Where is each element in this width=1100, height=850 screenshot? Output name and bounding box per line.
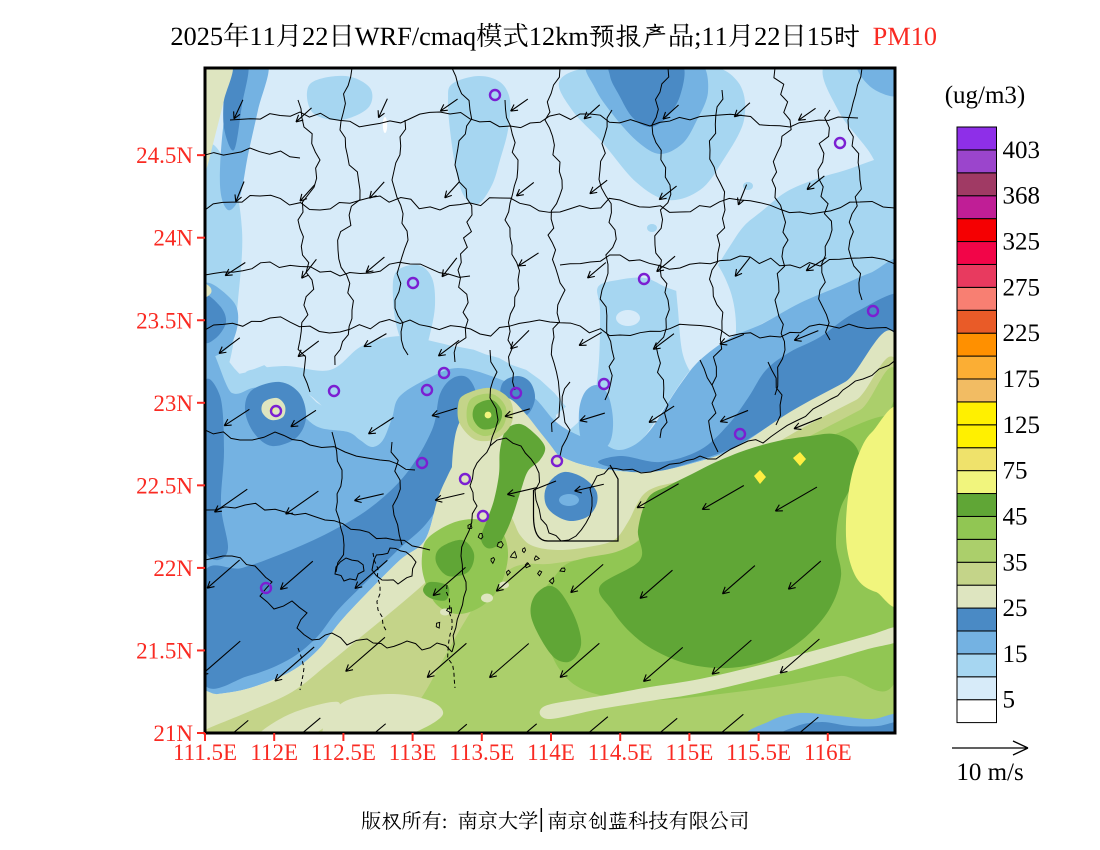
svg-text:115E: 115E — [666, 740, 714, 765]
svg-text:275: 275 — [1003, 274, 1041, 301]
svg-text:(ug/m3): (ug/m3) — [945, 82, 1026, 109]
svg-text:75: 75 — [1003, 458, 1028, 485]
svg-text:24N: 24N — [153, 226, 193, 251]
svg-text:116E: 116E — [804, 740, 852, 765]
svg-text:111.5E: 111.5E — [173, 740, 237, 765]
svg-text:113.5E: 113.5E — [449, 740, 514, 765]
svg-text:115.5E: 115.5E — [726, 740, 791, 765]
svg-text:325: 325 — [1003, 229, 1041, 256]
svg-text:114.5E: 114.5E — [588, 740, 653, 765]
svg-text:23N: 23N — [153, 391, 193, 416]
svg-text:368: 368 — [1003, 183, 1041, 210]
svg-text:23.5N: 23.5N — [136, 308, 193, 333]
svg-text:403: 403 — [1003, 137, 1041, 164]
svg-text:112E: 112E — [250, 740, 298, 765]
svg-text:10 m/s: 10 m/s — [956, 759, 1023, 786]
svg-text:24.5N: 24.5N — [136, 143, 193, 168]
svg-text:25: 25 — [1003, 595, 1028, 622]
svg-text:22N: 22N — [153, 556, 193, 581]
svg-text:22.5N: 22.5N — [136, 473, 193, 498]
svg-text:112.5E: 112.5E — [311, 740, 376, 765]
svg-text:113E: 113E — [389, 740, 437, 765]
svg-text:45: 45 — [1003, 503, 1028, 530]
svg-text:175: 175 — [1003, 366, 1041, 393]
svg-text:35: 35 — [1003, 549, 1028, 576]
svg-text:225: 225 — [1003, 320, 1041, 347]
svg-text:125: 125 — [1003, 412, 1041, 439]
svg-text:15: 15 — [1003, 641, 1028, 668]
svg-text:114E: 114E — [527, 740, 575, 765]
svg-text:21N: 21N — [153, 721, 193, 746]
svg-text:5: 5 — [1003, 687, 1016, 714]
svg-text:21.5N: 21.5N — [136, 638, 193, 663]
